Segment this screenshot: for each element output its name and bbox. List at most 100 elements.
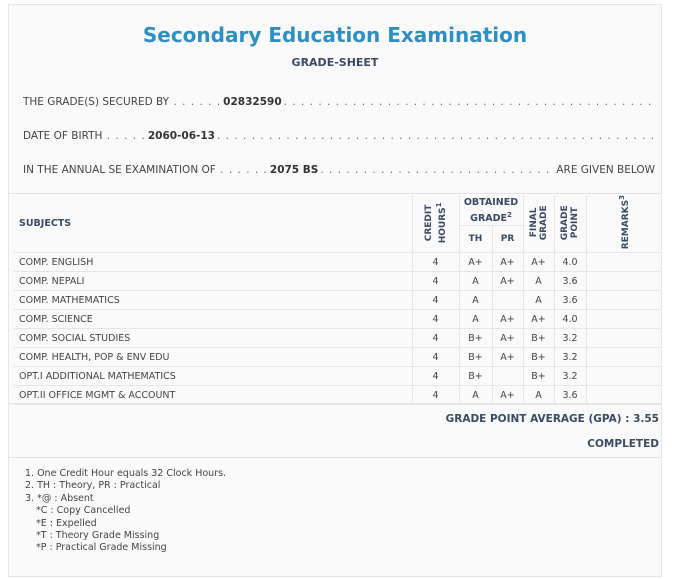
note-item: *E : Expelled [36, 517, 97, 529]
cell-final-grade: B+ [522, 366, 554, 387]
dob-line: DATE OF BIRTH . . . . . 2060-06-13 . . .… [23, 130, 655, 142]
cell-grade-point: 3.2 [553, 366, 586, 387]
divider [9, 457, 661, 458]
cell-subject: OPT.II OFFICE MGMT & ACCOUNT [14, 385, 412, 406]
divider [9, 193, 661, 194]
note-item: *T : Theory Grade Missing [36, 530, 160, 542]
cell-grade-point: 3.2 [553, 347, 586, 368]
exam-tail: ARE GIVEN BELOW [556, 164, 655, 176]
cell-remarks [585, 385, 661, 406]
cell-credit-hours: 4 [411, 328, 459, 349]
header-subjects: SUBJECTS [14, 195, 412, 254]
cell-grade-point: 3.6 [553, 290, 586, 311]
dob-label: DATE OF BIRTH [23, 130, 103, 142]
cell-credit-hours: 4 [411, 347, 459, 368]
cell-remarks [585, 347, 661, 368]
header-credit-hours: CREDIT HOURS1 [411, 195, 459, 254]
cell-credit-hours: 4 [411, 271, 459, 292]
cell-credit-hours: 4 [411, 309, 459, 330]
cell-th-grade: A [458, 385, 492, 406]
header-final-grade: FINAL GRADE [522, 195, 554, 254]
cell-grade-point: 4.0 [553, 252, 586, 273]
page-subtitle: GRADE-SHEET [291, 56, 379, 69]
cell-th-grade: A [458, 271, 492, 292]
cell-credit-hours: 4 [411, 366, 459, 387]
page-title: Secondary Education Examination [142, 23, 528, 47]
cell-credit-hours: 4 [411, 290, 459, 311]
table-row: COMP. ENGLISH 4 A+ A+ A+ 4.0 [14, 252, 661, 273]
cell-grade-point: 3.2 [553, 328, 586, 349]
cell-subject: COMP. ENGLISH [14, 252, 412, 273]
cell-final-grade: A+ [522, 252, 554, 273]
cell-th-grade: A [458, 309, 492, 330]
table-row: OPT.II OFFICE MGMT & ACCOUNT 4 A A+ A 3.6 [14, 385, 661, 406]
cell-subject: OPT.I ADDITIONAL MATHEMATICS [14, 366, 412, 387]
header-remarks: REMARKS3 [585, 195, 661, 254]
cell-final-grade: A [522, 290, 554, 311]
cell-th-grade: A+ [458, 252, 492, 273]
leader-dots: . . . . . . [215, 164, 268, 176]
cell-subject: COMP. SCIENCE [14, 309, 412, 330]
cell-remarks [585, 290, 661, 311]
table-row: COMP. SOCIAL STUDIES 4 B+ A+ B+ 3.2 [14, 328, 661, 349]
exam-label: IN THE ANNUAL SE EXAMINATION OF [23, 164, 216, 176]
cell-final-grade: A [522, 271, 554, 292]
cell-grade-point: 4.0 [553, 309, 586, 330]
grade-label: THE GRADE(S) SECURED BY [23, 96, 170, 108]
table-row: COMP. SCIENCE 4 A A+ A+ 4.0 [14, 309, 661, 330]
cell-pr-grade: A+ [491, 385, 523, 406]
cell-th-grade: B+ [458, 347, 492, 368]
cell-subject: COMP. NEPALI [14, 271, 412, 292]
grade-sheet: Secondary Education Examination GRADE-SH… [8, 4, 662, 577]
exam-line: IN THE ANNUAL SE EXAMINATION OF . . . . … [23, 164, 655, 176]
cell-pr-grade [491, 366, 523, 387]
cell-remarks [585, 309, 661, 330]
leader-dots: . . . . . . [169, 96, 222, 108]
cell-final-grade: B+ [522, 328, 554, 349]
cell-credit-hours: 4 [411, 252, 459, 273]
note-item: 3. *@ : Absent [25, 492, 94, 504]
header-pr: PR [491, 225, 523, 254]
table-row: COMP. HEALTH, POP & ENV EDU 4 B+ A+ B+ 3.2 [14, 347, 661, 368]
cell-pr-grade: A+ [491, 347, 523, 368]
gpa-value: 3.55 [633, 413, 659, 425]
cell-final-grade: A+ [522, 309, 554, 330]
symbol-line: THE GRADE(S) SECURED BY . . . . . . 0283… [23, 96, 655, 108]
cell-pr-grade: A+ [491, 309, 523, 330]
note-item: *P : Practical Grade Missing [36, 542, 167, 554]
table-row: COMP. NEPALI 4 A A+ A 3.6 [14, 271, 661, 292]
note-item: *C : Copy Cancelled [36, 505, 131, 517]
status-text: COMPLETED [587, 438, 659, 450]
cell-pr-grade: A+ [491, 252, 523, 273]
gpa-line: GRADE POINT AVERAGE (GPA) : 3.55 [446, 413, 659, 425]
cell-grade-point: 3.6 [553, 271, 586, 292]
leader-dots: . . . . . . . . . . . . . . . . . . . . … [283, 96, 655, 108]
cell-credit-hours: 4 [411, 385, 459, 406]
footnotes: 1. One Credit Hour equals 32 Clock Hours… [25, 468, 226, 555]
cell-pr-grade: A+ [491, 328, 523, 349]
table-row: OPT.I ADDITIONAL MATHEMATICS 4 B+ B+ 3.2 [14, 366, 661, 387]
leader-dots: . . . . . . . . . . . . . . . . . . . . … [217, 130, 655, 142]
header-th: TH [458, 225, 492, 254]
cell-remarks [585, 252, 661, 273]
cell-subject: COMP. HEALTH, POP & ENV EDU [14, 347, 412, 368]
dob-value: 2060-06-13 [147, 130, 215, 142]
header-obtained-grade: OBTAINED GRADE2 [458, 195, 523, 227]
gpa-label: GRADE POINT AVERAGE (GPA) : [445, 413, 630, 425]
cell-th-grade: B+ [458, 366, 492, 387]
cell-final-grade: A [522, 385, 554, 406]
cell-remarks [585, 328, 661, 349]
divider [9, 403, 661, 404]
grade-table: SUBJECTS CREDIT HOURS1 OBTAINED GRADE2 F… [14, 195, 661, 406]
leader-dots: . . . . . . . . . . . . . . . . . . . . … [320, 164, 556, 176]
cell-grade-point: 3.6 [553, 385, 586, 406]
cell-th-grade: A [458, 290, 492, 311]
cell-remarks [585, 366, 661, 387]
header-grade-point: GRADE POINT [553, 195, 586, 254]
note-item: 2. TH : Theory, PR : Practical [25, 480, 161, 492]
cell-th-grade: B+ [458, 328, 492, 349]
exam-year: 2075 BS [269, 164, 319, 176]
cell-subject: COMP. SOCIAL STUDIES [14, 328, 412, 349]
leader-dots: . . . . . [102, 130, 146, 142]
cell-subject: COMP. MATHEMATICS [14, 290, 412, 311]
